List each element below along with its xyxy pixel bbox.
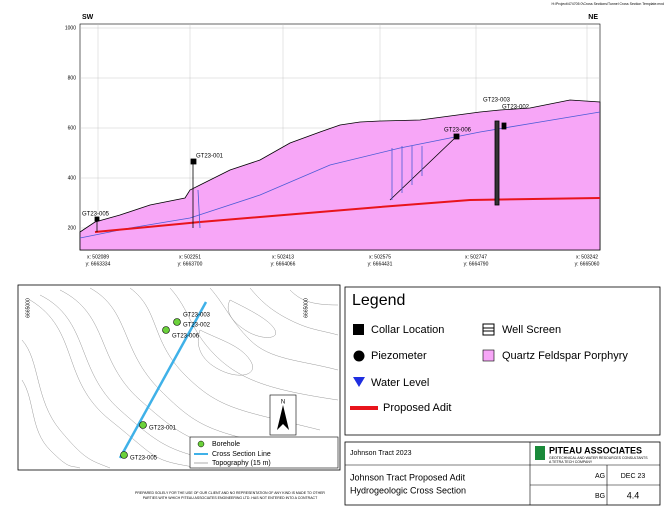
y-tick-label: 400 [68, 175, 77, 181]
x-axis-label: y: 6664431 [368, 261, 393, 267]
map-borehole-label: GT23-005 [130, 456, 158, 462]
checked-by: BG [595, 493, 605, 500]
north-label: N [281, 400, 285, 406]
legend-swatch [353, 324, 364, 335]
map-legend-label: Borehole [212, 441, 240, 448]
cross-section-line [118, 301, 208, 459]
borehole-label: GT23-001 [196, 154, 224, 160]
legend: Legend Collar Location Well Screen Piezo… [344, 286, 661, 436]
title-frame [344, 441, 661, 506]
title-block: Johnson Tract 2023 PITEAU ASSOCIATES GEO… [344, 441, 661, 506]
legend-title: Legend [352, 292, 405, 309]
date: DEC 23 [621, 473, 646, 480]
legend-label: Quartz Feldspar Porphyry [502, 350, 628, 362]
contours [21, 287, 339, 469]
drawn-by: AG [595, 473, 605, 480]
company-parent: A TETRA TECH COMPANY [549, 460, 593, 464]
water-table [79, 111, 601, 239]
x-axis-label: x: 502575 [369, 254, 391, 260]
x-axis-label: y: 6664066 [271, 261, 296, 267]
borehole-label: GT23-006 [444, 128, 472, 134]
x-axis-label: y: 6663334 [86, 261, 111, 267]
x-axis-label: x: 503242 [576, 254, 598, 260]
x-axis-label: y: 6665060 [575, 261, 600, 267]
borehole-label: GT23-002 [502, 105, 530, 111]
legend-label: Piezometer [371, 350, 427, 362]
legend-label: Proposed Adit [383, 402, 452, 414]
boreholes [94, 120, 507, 232]
legend-frame [344, 286, 661, 436]
location-map: GT23-003 GT23-002 GT23-006 GT23-001 GT23… [17, 284, 341, 471]
file-path: H:\Project\474705 0\Cross Sections\Tunne… [552, 2, 664, 6]
borehole-label: GT23-005 [82, 212, 110, 218]
x-axis-label: x: 502251 [179, 254, 201, 260]
legend-swatch [353, 350, 365, 362]
sw-label: SW [82, 14, 94, 21]
y-tick-label: 1000 [65, 25, 76, 31]
map-borehole-label: GT23-006 [172, 334, 200, 340]
map-legend-label: Cross Section Line [212, 451, 271, 458]
disclaimer: PARTIES WITH WHICH PITEAU ASSOCIATES ENG… [143, 496, 318, 500]
company-tagline: GEOTECHNICAL AND WATER RESOURCES CONSULT… [549, 456, 648, 460]
x-axis-label: y: 6663700 [178, 261, 203, 267]
north-arrow [277, 405, 289, 430]
project-name: Johnson Tract 2023 [350, 450, 412, 457]
y-tick-label: 600 [68, 125, 77, 131]
legend-swatch [353, 377, 365, 387]
proposed-adit [94, 197, 601, 233]
legend-label: Water Level [371, 377, 429, 389]
y-tick-label: 200 [68, 225, 77, 231]
figure-number: 4.4 [627, 490, 640, 500]
x-axis-label: x: 502747 [465, 254, 487, 260]
figure-title: Johnson Tract Proposed Adit [350, 472, 466, 482]
figure-title: Hydrogeologic Cross Section [350, 485, 466, 495]
company-name: PITEAU ASSOCIATES [549, 445, 642, 455]
ne-label: NE [588, 14, 598, 21]
x-axis-label: x: 502413 [272, 254, 294, 260]
borehole-label: GT23-003 [483, 98, 511, 104]
map-borehole-label: GT23-003 [183, 313, 211, 319]
map-legend-label: Topography (15 m) [212, 460, 271, 467]
company-logo [535, 446, 545, 460]
map-legend-swatch [197, 440, 205, 448]
legend-label: Well Screen [502, 324, 561, 336]
map-coordinate: 6665000 [303, 298, 309, 318]
map-borehole-label: GT23-001 [149, 426, 177, 432]
legend-swatch [482, 323, 495, 336]
map-coordinate: 6665000 [25, 298, 31, 318]
y-tick-label: 800 [68, 75, 77, 81]
map-boreholes [120, 318, 181, 459]
disclaimer: PREPARED SOLELY FOR THE USE OF OUR CLIEN… [135, 491, 325, 495]
legend-label: Collar Location [371, 324, 444, 336]
x-axis-label: y: 6664790 [464, 261, 489, 267]
legend-swatch [482, 349, 495, 362]
map-borehole-label: GT23-002 [183, 323, 211, 329]
x-axis-label: x: 502089 [87, 254, 109, 260]
map-legend [189, 436, 339, 469]
porphyry-topography [79, 99, 601, 251]
